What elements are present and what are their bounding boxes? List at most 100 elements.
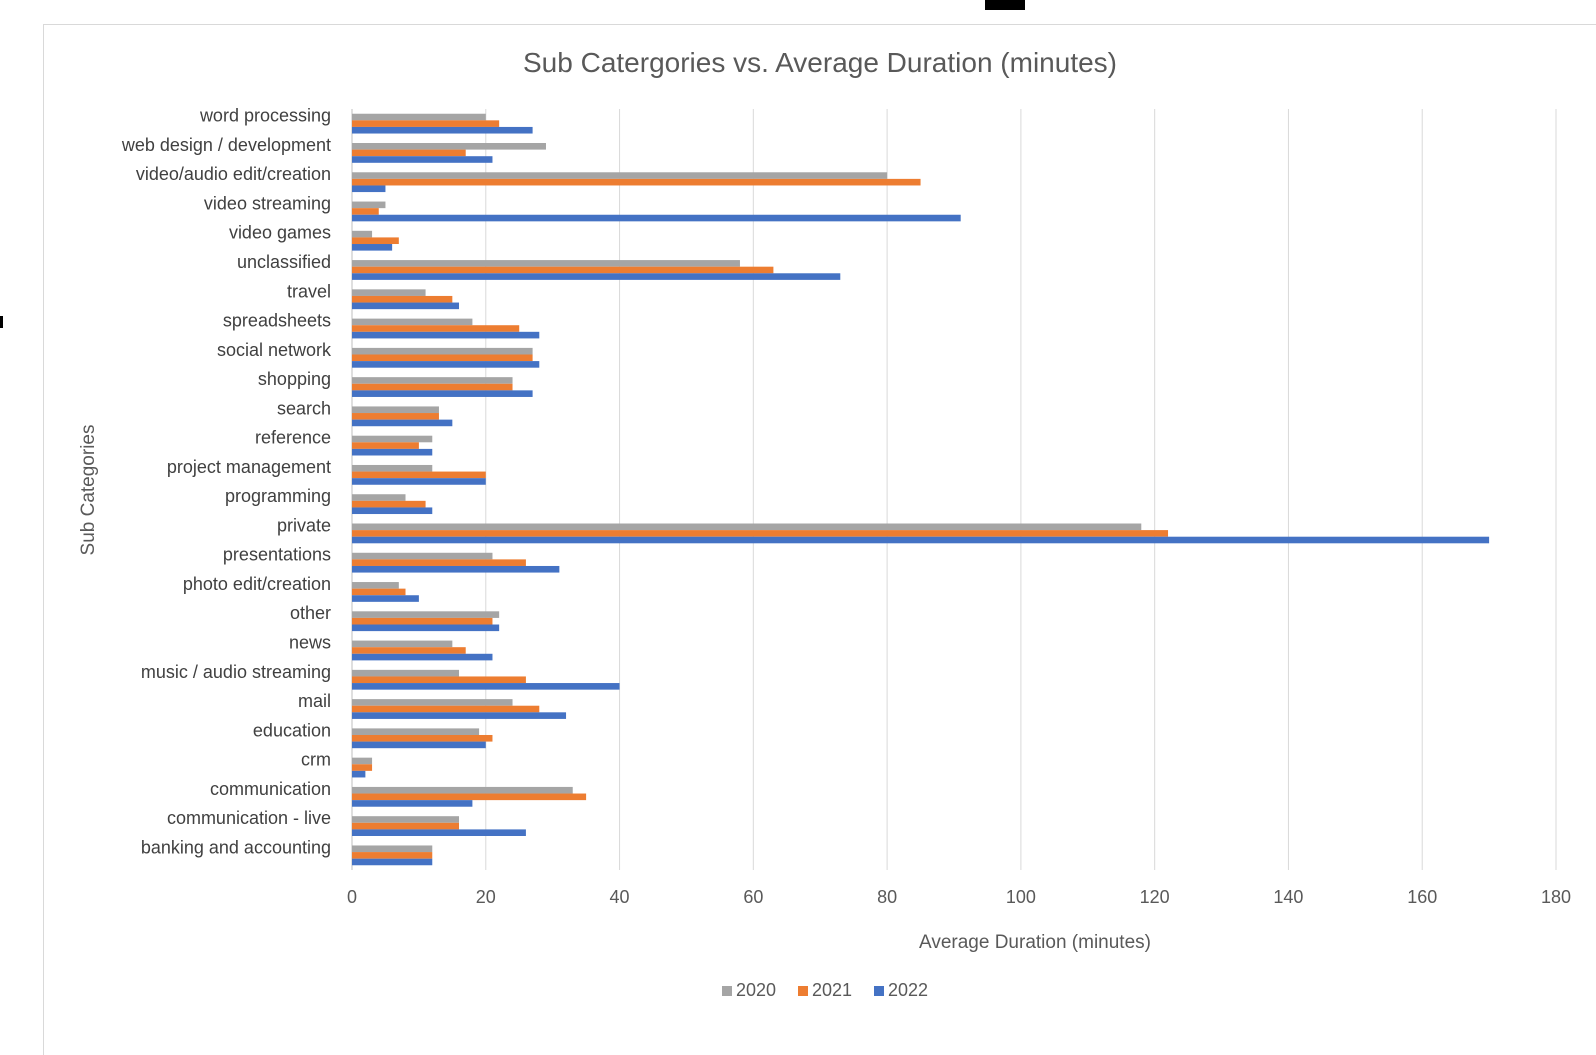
category-label: programming bbox=[225, 486, 331, 506]
bar-2022 bbox=[352, 126, 533, 134]
bar-2021 bbox=[352, 734, 493, 742]
category-label: web design / development bbox=[121, 135, 331, 155]
bar-2020 bbox=[352, 377, 513, 384]
category-label: social network bbox=[217, 340, 332, 360]
bar-2020 bbox=[352, 289, 426, 296]
bar-2020 bbox=[352, 406, 439, 414]
bar-2020 bbox=[352, 728, 480, 735]
bar-2022 bbox=[352, 448, 433, 456]
category-label: shopping bbox=[258, 369, 331, 389]
x-tick-label: 160 bbox=[1407, 887, 1437, 907]
bar-2020 bbox=[352, 582, 399, 589]
bar-2020 bbox=[352, 640, 453, 648]
bar-2020 bbox=[352, 113, 486, 121]
bar-2021 bbox=[352, 178, 921, 186]
category-label: video/audio edit/creation bbox=[136, 164, 331, 184]
bar-2022 bbox=[352, 156, 493, 163]
bar-2020 bbox=[352, 464, 433, 472]
legend-label: 2020 bbox=[736, 980, 776, 1000]
bar-2020 bbox=[352, 494, 406, 501]
bar-2022 bbox=[352, 624, 500, 632]
bar-2021 bbox=[352, 383, 513, 391]
category-label: news bbox=[289, 632, 331, 652]
bar-2021 bbox=[352, 617, 493, 625]
bar-2020 bbox=[352, 816, 460, 823]
category-label: communication - live bbox=[167, 808, 331, 828]
cropped-artifact bbox=[985, 0, 1025, 10]
bar-2020 bbox=[352, 611, 500, 618]
category-label: video streaming bbox=[204, 193, 331, 213]
bar-2020 bbox=[352, 786, 573, 794]
bar-2022 bbox=[352, 244, 393, 251]
bar-2022 bbox=[352, 507, 433, 515]
bar-2020 bbox=[352, 757, 373, 765]
category-label: education bbox=[253, 720, 331, 740]
bar-2022 bbox=[352, 741, 486, 749]
bar-2021 bbox=[352, 149, 466, 157]
bar-2020 bbox=[352, 260, 740, 267]
bar-2022 bbox=[352, 536, 1490, 544]
chart-title: Sub Catergories vs. Average Duration (mi… bbox=[523, 47, 1117, 78]
bar-2022 bbox=[352, 273, 841, 280]
bar-2022 bbox=[352, 565, 560, 573]
bar-2021 bbox=[352, 530, 1169, 537]
bar-2022 bbox=[352, 361, 540, 368]
bar-2020 bbox=[352, 172, 888, 179]
x-tick-label: 80 bbox=[877, 887, 897, 907]
x-axis-label: Average Duration (minutes) bbox=[919, 932, 1151, 953]
bar-2020 bbox=[352, 435, 433, 443]
bar-2021 bbox=[352, 793, 587, 801]
bar-2022 bbox=[352, 653, 493, 661]
bar-2022 bbox=[352, 800, 473, 807]
bar-2021 bbox=[352, 852, 433, 859]
bar-2022 bbox=[352, 858, 433, 866]
bar-2021 bbox=[352, 325, 520, 332]
x-tick-label: 120 bbox=[1140, 887, 1170, 907]
y-axis-label: Sub Categories bbox=[78, 425, 99, 556]
bar-2020 bbox=[352, 143, 546, 150]
bar-2021 bbox=[352, 471, 486, 479]
bar-2022 bbox=[352, 214, 961, 222]
bar-2022 bbox=[352, 683, 620, 690]
bar-2021 bbox=[352, 764, 373, 771]
bar-2021 bbox=[352, 559, 526, 566]
bar-2022 bbox=[352, 185, 386, 193]
bar-2020 bbox=[352, 318, 473, 326]
bar-2021 bbox=[352, 237, 399, 245]
legend-swatch-2021 bbox=[798, 986, 808, 996]
bar-2022 bbox=[352, 595, 419, 602]
bar-2021 bbox=[352, 588, 406, 596]
x-tick-label: 100 bbox=[1006, 887, 1036, 907]
category-label: unclassified bbox=[237, 252, 331, 272]
category-label: travel bbox=[287, 281, 331, 301]
category-label: project management bbox=[167, 457, 331, 477]
category-label: crm bbox=[301, 750, 331, 770]
category-label: photo edit/creation bbox=[183, 574, 331, 594]
category-label: private bbox=[277, 515, 331, 535]
bar-2022 bbox=[352, 478, 486, 485]
bar-2021 bbox=[352, 266, 774, 274]
x-tick-label: 60 bbox=[743, 887, 763, 907]
bar-2021 bbox=[352, 295, 453, 303]
category-label: communication bbox=[210, 779, 331, 799]
category-label: other bbox=[290, 603, 331, 623]
category-label: banking and accounting bbox=[141, 837, 331, 857]
category-label: video games bbox=[229, 223, 331, 243]
bar-2021 bbox=[352, 705, 540, 713]
x-tick-label: 140 bbox=[1273, 887, 1303, 907]
category-label: presentations bbox=[223, 545, 331, 565]
bar-2021 bbox=[352, 354, 533, 362]
legend: 2020 2021 2022 bbox=[722, 980, 928, 1000]
category-label: music / audio streaming bbox=[141, 662, 331, 682]
category-label: reference bbox=[255, 428, 331, 448]
legend-swatch-2022 bbox=[874, 986, 884, 996]
x-tick-label: 0 bbox=[347, 887, 357, 907]
legend-label: 2021 bbox=[812, 980, 852, 1000]
bar-2022 bbox=[352, 390, 533, 397]
x-tick-label: 40 bbox=[610, 887, 630, 907]
bar-2021 bbox=[352, 676, 526, 684]
bar-2022 bbox=[352, 712, 567, 719]
bar-2020 bbox=[352, 230, 373, 238]
bar-2021 bbox=[352, 413, 439, 420]
